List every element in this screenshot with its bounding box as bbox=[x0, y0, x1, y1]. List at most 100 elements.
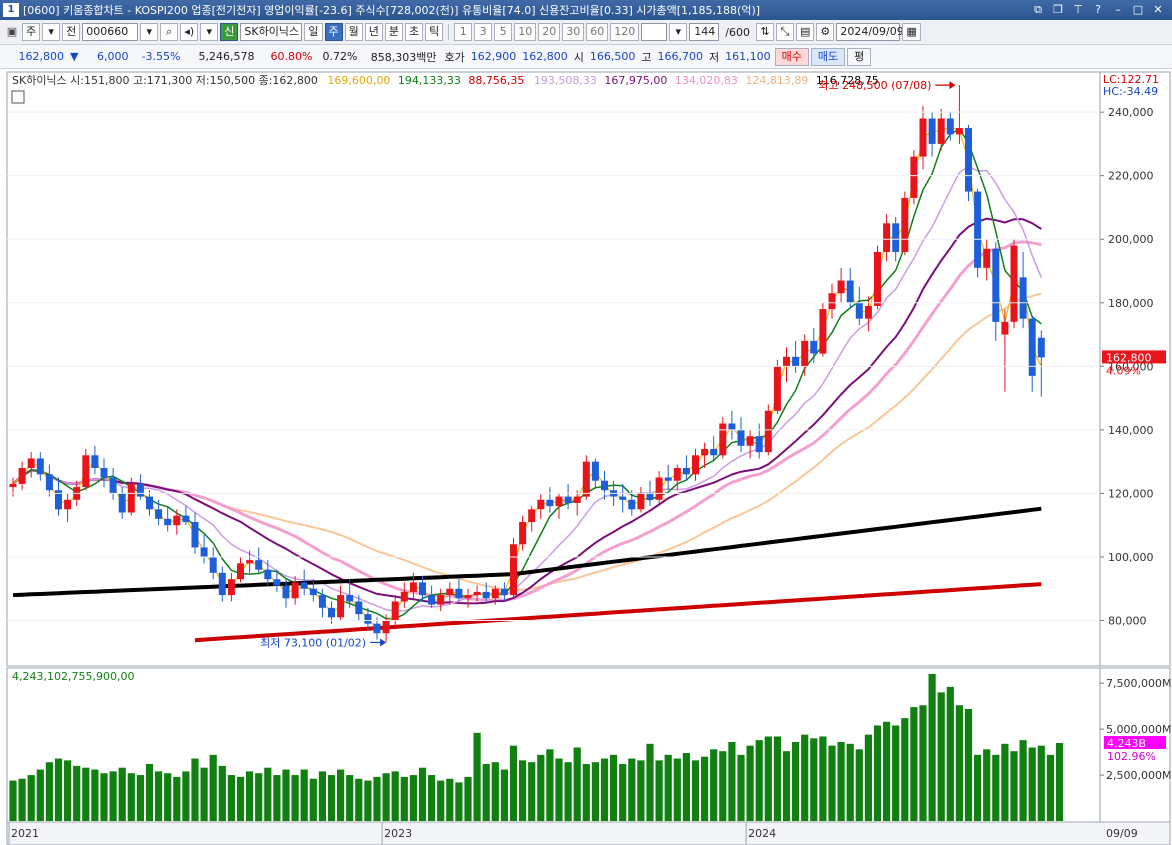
help-icon[interactable]: ? bbox=[1095, 3, 1101, 16]
interval-20-button[interactable]: 20 bbox=[538, 23, 561, 41]
volume-bar bbox=[136, 775, 144, 821]
candle-body bbox=[391, 601, 399, 621]
volume-ratio: 60.80% bbox=[270, 50, 313, 63]
zoom-icon[interactable]: ⤡ bbox=[775, 23, 794, 41]
volume-bar bbox=[473, 732, 481, 821]
interval-1-button[interactable]: 1 bbox=[454, 23, 473, 41]
candle-body bbox=[246, 560, 254, 564]
pin-icon[interactable]: ⊤ bbox=[1073, 3, 1083, 16]
candle-body bbox=[118, 493, 126, 513]
candle-body bbox=[27, 458, 35, 468]
candle-body bbox=[318, 595, 326, 608]
mode-dropdown-icon[interactable]: ▾ bbox=[42, 23, 61, 41]
volume-bar bbox=[100, 773, 108, 821]
candle-body bbox=[783, 356, 790, 367]
code-dropdown-icon[interactable]: ▾ bbox=[140, 23, 159, 41]
current-volume-box bbox=[1104, 736, 1166, 750]
speaker-dropdown-icon[interactable]: ▾ bbox=[200, 23, 219, 41]
interval-30-button[interactable]: 30 bbox=[562, 23, 585, 41]
date-labels: 2021 2023 2024 bbox=[8, 822, 776, 845]
legend-ma-long: 88,756,35 bbox=[468, 74, 524, 87]
maximize-icon[interactable]: □ bbox=[1132, 3, 1144, 16]
period-day-tab[interactable]: 일 bbox=[304, 23, 323, 41]
calendar-icon[interactable]: ▦ bbox=[902, 23, 921, 41]
candle-body bbox=[928, 118, 936, 144]
minimize-icon[interactable]: – bbox=[1115, 3, 1121, 16]
link-icon[interactable]: ⧉ bbox=[1034, 3, 1042, 16]
close-icon[interactable]: ✕ bbox=[1153, 3, 1163, 16]
interval-5-button[interactable]: 5 bbox=[494, 23, 513, 41]
panel-toggle-icon[interactable]: ▣ bbox=[6, 25, 18, 38]
custom-interval-input[interactable] bbox=[641, 23, 668, 41]
candle-body bbox=[182, 515, 190, 523]
low-price: 161,100 bbox=[725, 50, 771, 63]
mode-select[interactable]: 주 bbox=[22, 23, 41, 41]
indicator-icon[interactable]: ⇅ bbox=[755, 23, 774, 41]
volume-bar bbox=[1019, 740, 1027, 821]
interval-3-button[interactable]: 3 bbox=[474, 23, 493, 41]
interval-120-button[interactable]: 120 bbox=[610, 23, 640, 41]
restore-icon[interactable]: ❐ bbox=[1053, 3, 1063, 16]
volume-bar bbox=[919, 705, 927, 821]
price-tick-label: 220,000 bbox=[1108, 170, 1154, 183]
interval-60-button[interactable]: 60 bbox=[586, 23, 609, 41]
eval-button[interactable]: 평 bbox=[847, 47, 872, 66]
volume-bar bbox=[1055, 743, 1064, 821]
volume-bar bbox=[18, 778, 26, 821]
save-icon[interactable]: ▤ bbox=[795, 23, 815, 41]
volume-bar bbox=[837, 741, 845, 821]
chart-settings-icon[interactable] bbox=[11, 90, 25, 104]
candle-body bbox=[1019, 277, 1027, 319]
legend-ma20: 194,133,33 bbox=[398, 74, 461, 87]
sell-button[interactable]: 매도 bbox=[810, 47, 846, 66]
interval-10-button[interactable]: 10 bbox=[514, 23, 537, 41]
price-legend: SK하이닉스 시:151,800 고:171,300 저:150,500 종:1… bbox=[12, 73, 879, 87]
candle-body bbox=[437, 595, 445, 605]
candle-body bbox=[1010, 245, 1018, 322]
speaker-icon[interactable]: ◂) bbox=[180, 23, 199, 41]
prev-button[interactable]: 전 bbox=[62, 23, 81, 41]
candle-body bbox=[136, 483, 144, 497]
high-price: 166,700 bbox=[657, 50, 703, 63]
volume-bar bbox=[701, 756, 709, 821]
interval-dropdown-icon[interactable]: ▾ bbox=[669, 23, 688, 41]
candle-body bbox=[701, 448, 709, 456]
candle-body bbox=[155, 509, 163, 519]
date-input[interactable]: 2024/09/09 bbox=[836, 23, 904, 41]
candle-body bbox=[482, 591, 490, 599]
candle-body bbox=[764, 410, 772, 453]
gear-icon[interactable]: ⚙ bbox=[816, 23, 835, 41]
candle-body bbox=[473, 591, 481, 596]
search-icon[interactable]: ⌕ bbox=[160, 23, 179, 41]
volume-bar bbox=[646, 743, 654, 821]
candle-body bbox=[555, 496, 563, 507]
legend-ma120: 167,975,00 bbox=[604, 74, 667, 87]
count-input[interactable]: 144 bbox=[689, 23, 720, 41]
period-week-tab[interactable]: 주 bbox=[324, 23, 343, 41]
volume-bar bbox=[255, 773, 263, 821]
candle-body bbox=[491, 588, 499, 599]
window-number: 1 bbox=[3, 3, 19, 17]
candle-body bbox=[828, 293, 836, 310]
high-annotation: 최고 248,500 (07/08) bbox=[818, 79, 931, 92]
period-year-tab[interactable]: 년 bbox=[364, 23, 383, 41]
volume-bar bbox=[437, 780, 445, 821]
candle-body bbox=[646, 493, 654, 500]
stock-name-field[interactable]: SK하이닉스 bbox=[240, 23, 303, 41]
candle-body bbox=[255, 560, 263, 570]
volume-bar bbox=[200, 767, 208, 821]
stock-chart[interactable]: 240,000 220,000 200,000 180,000 160,000 140,0… bbox=[0, 69, 1172, 845]
buy-button[interactable]: 매수 bbox=[774, 47, 809, 66]
low-annotation: 최저 73,100 (01/02) bbox=[260, 636, 366, 649]
candle-body bbox=[974, 191, 982, 268]
candle-body bbox=[664, 477, 672, 481]
candle-body bbox=[1001, 321, 1009, 335]
stock-code-input[interactable]: 000660 bbox=[82, 23, 139, 41]
low-arrowhead-icon bbox=[380, 638, 387, 647]
period-minute-tab[interactable]: 분 bbox=[384, 23, 403, 41]
candle-body bbox=[883, 223, 891, 252]
period-month-tab[interactable]: 월 bbox=[344, 23, 363, 41]
volume-bar bbox=[992, 754, 1000, 821]
period-tick-tab[interactable]: 틱 bbox=[425, 23, 444, 41]
period-second-tab[interactable]: 초 bbox=[405, 23, 424, 41]
